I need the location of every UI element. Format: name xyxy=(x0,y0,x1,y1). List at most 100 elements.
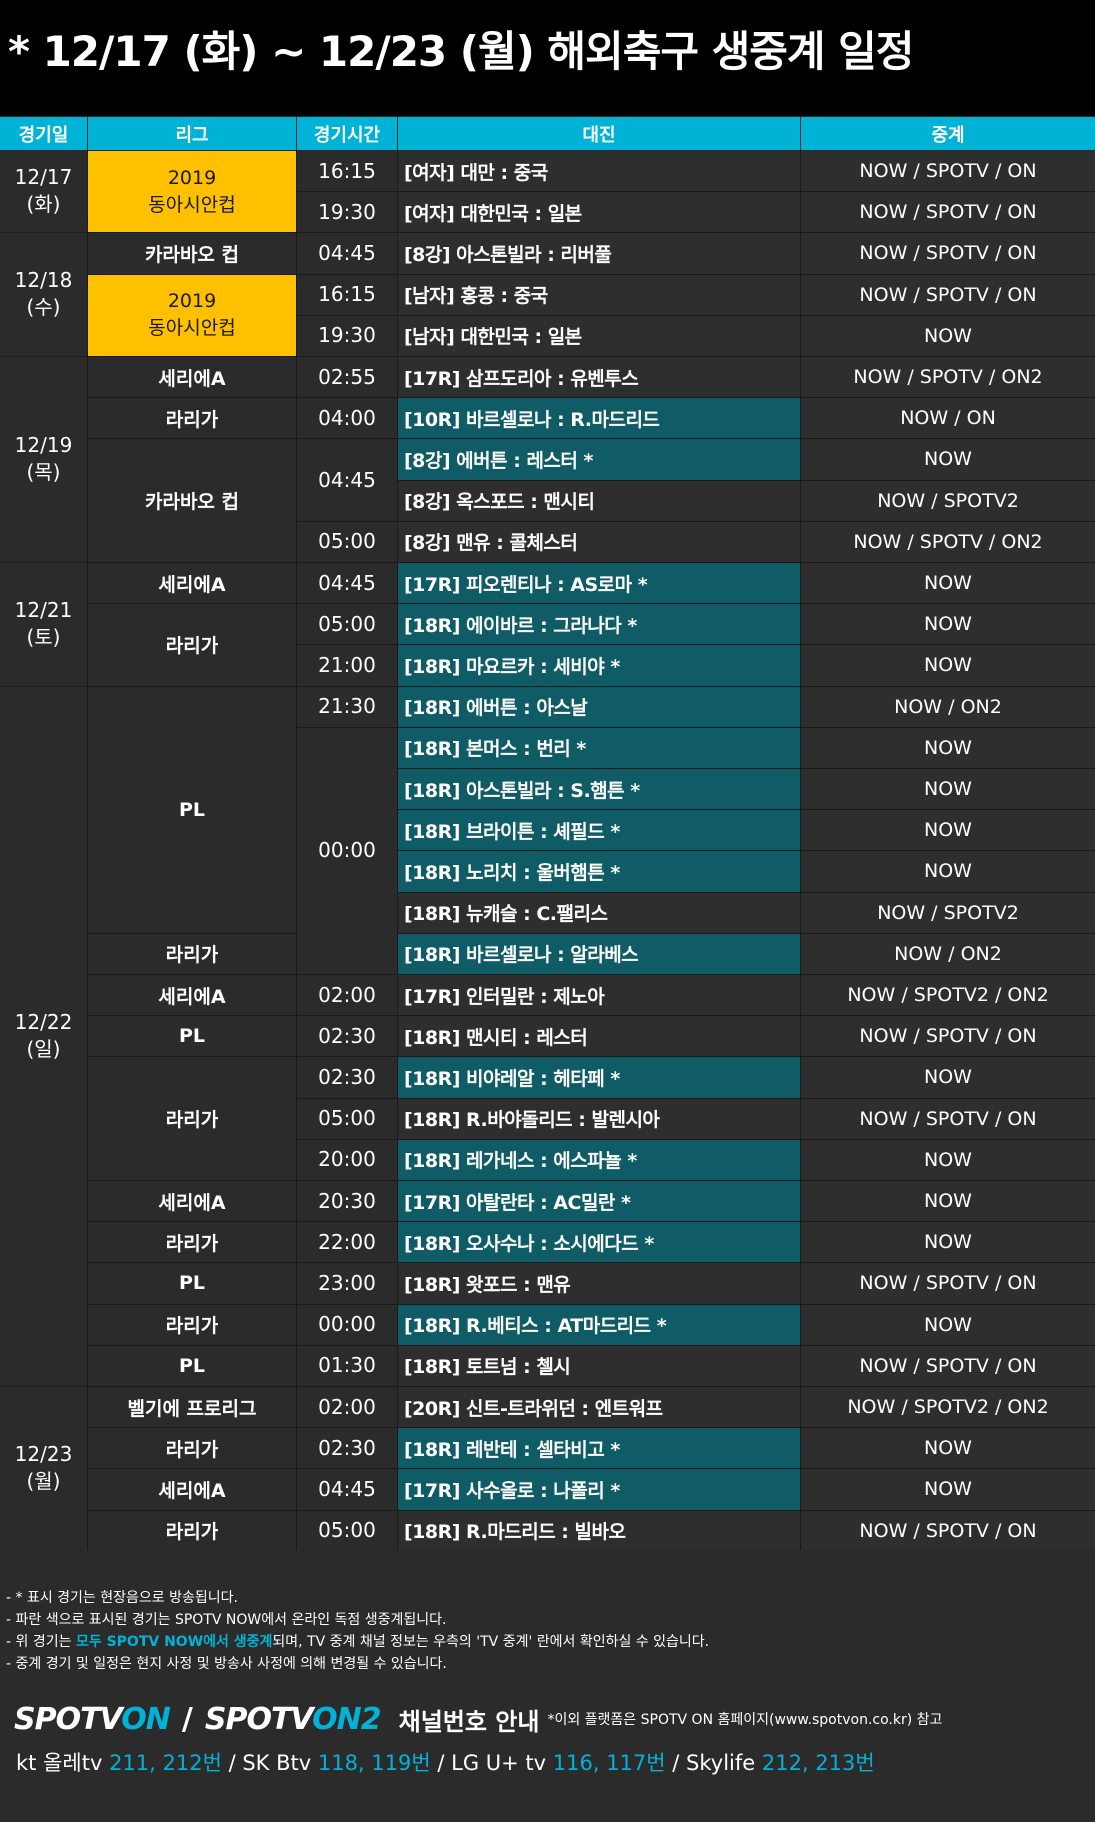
time-cell: 02:30 xyxy=(297,1015,397,1057)
match-cell-exclusive: [18R] 비야레알 : 헤타페 * xyxy=(398,1057,800,1098)
grid-line xyxy=(296,1344,397,1346)
league-cell: 라리가 xyxy=(88,1222,296,1263)
grid-line xyxy=(87,1509,296,1511)
channel-note: *이외 플랫폼은 SPOTV ON 홈페이지(www.spotvon.co.kr… xyxy=(547,1712,943,1728)
grid-line xyxy=(397,520,1095,522)
grid-line xyxy=(397,726,1095,728)
grid-line xyxy=(87,356,296,357)
grid-line xyxy=(0,356,87,357)
match-cell-exclusive: [10R] 바르셀로나 : R.마드리드 xyxy=(398,398,800,439)
broadcast-cell: NOW xyxy=(801,315,1095,356)
grid-line xyxy=(296,1386,397,1387)
grid-line xyxy=(87,1056,296,1058)
grid-line xyxy=(296,520,397,522)
grid-line xyxy=(397,644,1095,646)
grid-line xyxy=(87,1427,296,1429)
league-cell: PL xyxy=(88,1263,296,1304)
grid-line xyxy=(87,1221,296,1223)
broadcast-cell: NOW xyxy=(801,1181,1095,1222)
grid-line xyxy=(87,397,296,399)
broadcast-cell: NOW xyxy=(801,769,1095,810)
grid-line xyxy=(296,1262,397,1264)
grid-line xyxy=(296,685,397,687)
grid-line xyxy=(397,1509,1095,1511)
grid-line xyxy=(296,397,397,399)
time-cell: 21:00 xyxy=(297,644,397,686)
grid-line xyxy=(296,1138,397,1140)
match-cell: [18R] R.마드리드 : 빌바오 xyxy=(398,1510,800,1551)
grid-line xyxy=(87,562,296,563)
time-cell: 02:00 xyxy=(297,1386,397,1428)
league-cell: 라리가 xyxy=(88,1057,296,1180)
broadcast-cell: NOW / SPOTV / ON xyxy=(801,1263,1095,1304)
grid-line xyxy=(87,232,296,234)
carrier-sk-label: / SK Btv xyxy=(221,1751,318,1775)
grid-line xyxy=(0,562,87,563)
match-cell-exclusive: [17R] 피오렌티나 : AS로마 * xyxy=(398,563,800,604)
grid-line xyxy=(397,562,1095,563)
cup-league-cell: 2019 동아시안컵 xyxy=(88,151,296,233)
league-cell: 세리에A xyxy=(88,975,296,1016)
time-cell: 04:45 xyxy=(297,438,397,521)
header-match: 대진 xyxy=(398,117,800,150)
grid-line xyxy=(296,644,397,646)
match-cell-exclusive: [17R] 아탈란타 : AC밀란 * xyxy=(398,1181,800,1222)
time-cell: 23:00 xyxy=(297,1262,397,1304)
schedule-table: 경기일 리그 경기시간 대진 중계 12/17 (화) 12/18 (수) 12/19 (목)… xyxy=(0,117,1095,1551)
grid-line xyxy=(296,356,397,357)
carrier-lg-number: 116, 117번 xyxy=(552,1751,666,1775)
league-cell: 라리가 xyxy=(88,398,296,439)
broadcast-cell: NOW xyxy=(801,1139,1095,1180)
broadcast-cell: NOW / SPOTV2 xyxy=(801,892,1095,933)
carrier-kt-label: kt 올레tv xyxy=(16,1751,110,1775)
grid-line xyxy=(397,232,1095,234)
logo-separator: / xyxy=(181,1701,193,1737)
grid-line xyxy=(87,685,296,687)
match-cell: [남자] 홍콩 : 중국 xyxy=(398,274,800,315)
league-cell: 벨기에 프로리그 xyxy=(88,1387,296,1428)
match-cell-exclusive: [18R] 마요르카 : 세비야 * xyxy=(398,645,800,686)
grid-line xyxy=(397,1386,1095,1387)
date-cell: 12/22 (일) xyxy=(0,685,87,1386)
broadcast-cell: NOW / SPOTV2 / ON2 xyxy=(801,1387,1095,1428)
match-cell: [18R] 토트넘 : 첼시 xyxy=(398,1345,800,1386)
header-time: 경기시간 xyxy=(297,117,397,150)
broadcast-cell: NOW / ON2 xyxy=(801,933,1095,974)
broadcast-cell: NOW / SPOTV / ON xyxy=(801,192,1095,233)
spotv-on2-logo: SPOTVON2 xyxy=(205,1702,382,1737)
time-cell: 02:55 xyxy=(297,356,397,398)
grid-line xyxy=(397,685,1095,687)
broadcast-cell: NOW xyxy=(801,604,1095,645)
league-cell: 라리가 xyxy=(88,1428,296,1469)
broadcast-cell: NOW xyxy=(801,563,1095,604)
title-bar: * 12/17 (화) ~ 12/23 (월) 해외축구 생중계 일정 xyxy=(0,0,1095,116)
time-cell: 20:00 xyxy=(297,1138,397,1180)
grid-line xyxy=(0,232,87,234)
grid-line xyxy=(296,438,397,440)
broadcast-cell: NOW xyxy=(801,810,1095,851)
broadcast-cell: NOW / SPOTV2 xyxy=(801,480,1095,521)
league-cell: PL xyxy=(88,1345,296,1386)
time-cell: 22:00 xyxy=(297,1221,397,1263)
brand-row: SPOTVON / SPOTVON2 채널번호 안내 *이외 플랫폼은 SPOT… xyxy=(14,1701,942,1737)
grid-line xyxy=(397,1056,1095,1058)
broadcast-cell: NOW xyxy=(801,727,1095,768)
match-cell: [17R] 삼프도리아 : 유벤투스 xyxy=(398,357,800,398)
grid-line xyxy=(296,232,397,234)
grid-line xyxy=(296,974,397,975)
time-cell: 01:30 xyxy=(297,1344,397,1386)
broadcast-cell: NOW / SPOTV / ON xyxy=(801,1510,1095,1551)
grid-line xyxy=(397,314,1095,316)
league-cell: 카라바오 컵 xyxy=(88,439,296,562)
time-cell: 00:00 xyxy=(297,1303,397,1345)
grid-line xyxy=(397,150,398,1551)
league-cell: 라리가 xyxy=(88,1304,296,1345)
note-sound: - * 표시 경기는 현장음으로 방송됩니다. xyxy=(6,1590,238,1606)
league-cell: 세리에A xyxy=(88,1181,296,1222)
broadcast-cell: NOW xyxy=(801,645,1095,686)
carrier-sky-label: / Skylife xyxy=(665,1751,762,1775)
grid-line xyxy=(296,191,397,193)
grid-line xyxy=(87,1468,296,1470)
grid-line xyxy=(87,273,296,275)
grid-line xyxy=(296,273,397,275)
